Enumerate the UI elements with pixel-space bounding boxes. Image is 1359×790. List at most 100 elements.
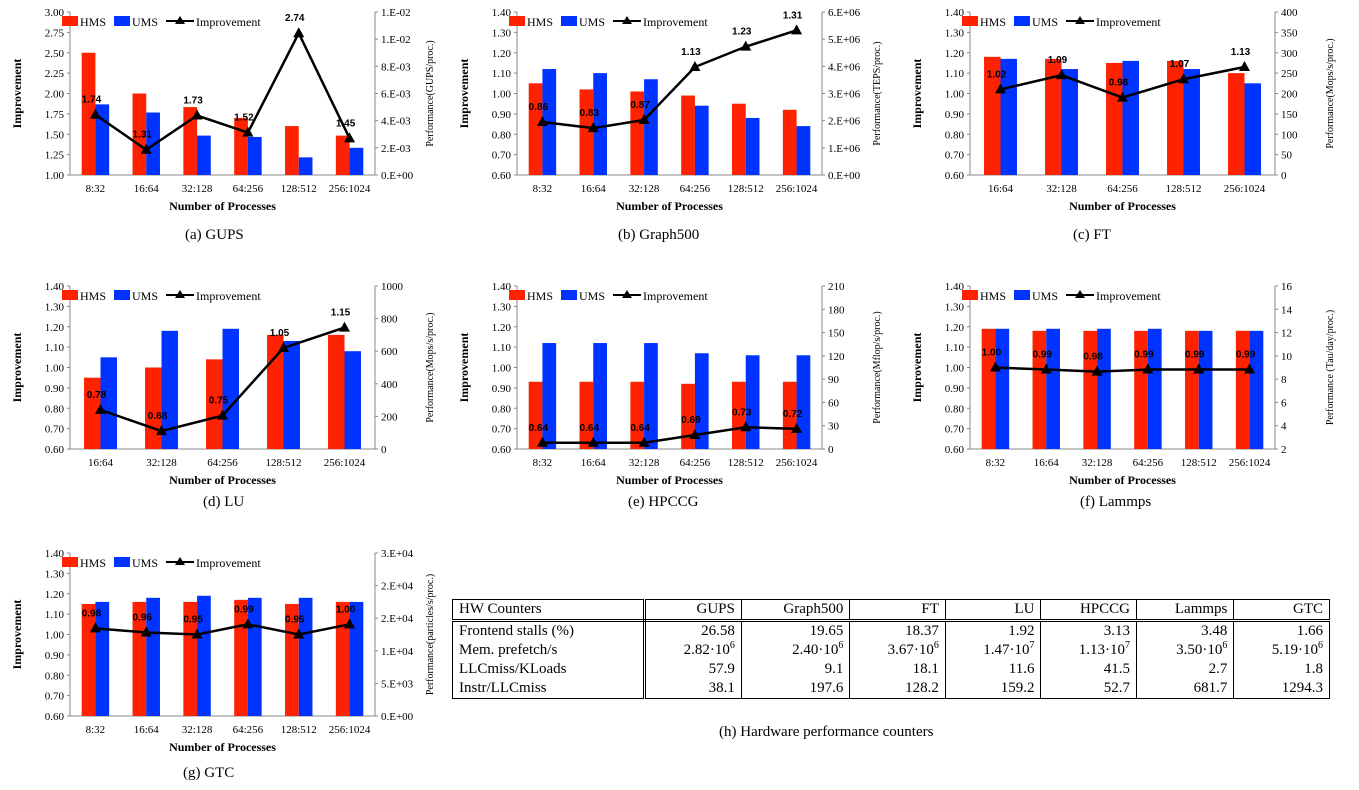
improvement-marker [689,61,701,72]
improvement-data-label: 1.05 [270,328,290,339]
table-cell: 5.19·106 [1233,641,1330,660]
improvement-marker [344,132,356,143]
bar-hms [579,381,594,449]
y-tick-label: 1.30 [45,301,65,313]
y2-tick-label: 120 [828,351,845,363]
bar-hms [1083,330,1098,449]
legend-swatch-hms [62,16,78,26]
x-tick-label: 64:256 [680,183,711,195]
y-axis-title: Improvement [10,59,24,129]
y-tick-label: 1.20 [945,322,965,334]
legend-marker-improvement [175,557,185,565]
legend-swatch-ums [1014,16,1030,26]
y2-tick-label: 1.E-02 [381,7,411,19]
table-cell: 57.9 [643,660,742,679]
y-tick-label: 1.10 [945,68,965,80]
bar-hms [782,109,797,175]
improvement-data-label: 1.13 [681,47,701,58]
y2-tick-label: 4 [1281,421,1287,433]
table-cell: 3.50·106 [1135,641,1234,660]
improvement-data-label: 0.99 [1033,350,1053,361]
legend-label-ums: UMS [579,289,605,303]
bar-hms [81,52,96,175]
chart-svg: 0.60 0.70 0.80 0.90 1.00 1.10 1.20 1.30 1.40 0.E+… [10,548,436,754]
y2-axis-title: Performance(particles/s/proc.) [425,574,436,695]
improvement-marker [1056,69,1067,80]
x-tick-label: 128:512 [265,457,301,469]
improvement-marker [638,436,650,447]
y-tick-label: 0.80 [945,129,965,141]
y2-tick-label: 16 [1281,281,1293,293]
y2-tick-label: 6.E+06 [828,7,861,19]
bar-ums [1147,328,1162,449]
table-header-cell: FT [849,599,946,622]
chart-caption: (c) FT [1073,227,1111,243]
legend-swatch-hms [62,557,78,567]
bar-ums [593,73,607,175]
legend-label-ums: UMS [1032,15,1058,29]
improvement-marker [740,40,752,51]
x-tick-label: 64:256 [207,457,238,469]
table-row: Mem. prefetch/s 2.82·106 2.40·106 3.67·106 1… [452,640,1330,660]
y2-tick-label: 210 [828,281,845,293]
y-tick-label: 0.80 [45,670,65,682]
y-tick-label: 0.80 [945,403,965,415]
y2-tick-label: 4.E-03 [381,116,411,128]
x-tick-label: 128:512 [728,183,764,195]
improvement-data-label: 1.45 [336,118,356,129]
table-cell: 3.13 [1040,620,1137,641]
chart-legend: HMS UMS Improvement [962,289,1161,303]
improvement-data-label: 0.64 [630,423,650,434]
y2-tick-label: 5.E+03 [381,678,414,690]
chart-caption: (f) Lammps [1080,494,1152,510]
improvement-marker [638,113,650,124]
table-header-cell: HPCCG [1040,599,1137,622]
bar-hms [681,95,695,175]
y2-axis-title: Performance(Mops/s/proc.) [1325,38,1336,148]
improvement-data-label: 0.86 [529,102,549,113]
legend-label-hms: HMS [980,289,1006,303]
improvement-line [95,623,350,636]
x-tick-label: 64:256 [1107,183,1138,195]
improvement-marker [293,628,305,639]
x-tick-label: 256:1024 [776,457,818,469]
hw-counters-table: HW Counters GUPS Graph500 FT LU HPCCG Lammps GT… [452,599,1330,699]
bar-hms [328,334,345,449]
x-tick-label: 256:1024 [324,457,366,469]
x-tick-label: 16:64 [134,724,160,736]
x-tick-label: 8:32 [86,183,106,195]
y-tick-label: 1.00 [492,363,512,375]
improvement-data-label: 1.52 [234,113,254,124]
improvement-marker [242,126,254,137]
improvement-data-label: 1.00 [336,604,356,615]
chart-panel: 0.60 0.70 0.80 0.90 1.00 1.10 1.20 1.30 1.40 0 200… [5,278,445,488]
y2-tick-label: 12 [1281,328,1292,340]
table-header-cell: GTC [1233,599,1330,622]
y2-tick-label: 250 [1281,68,1298,80]
bar-ums [247,597,262,716]
improvement-marker [989,361,1001,372]
table-cell: 11.6 [944,660,1041,679]
x-tick-label: 8:32 [533,457,553,469]
bar-hms [206,359,223,449]
table-cell: 52.7 [1040,679,1137,699]
x-axis-title: Number of Processes [169,473,276,487]
y2-tick-label: 3.E+06 [828,89,861,101]
x-tick-label: 16:64 [581,457,607,469]
improvement-data-label: 0.87 [630,100,650,111]
improvement-data-label: 1.07 [1170,59,1190,70]
bar-hms [1106,62,1123,175]
improvement-data-label: 0.78 [87,390,107,401]
y2-tick-label: 1.E+04 [381,646,414,658]
y-tick-label: 1.10 [945,342,965,354]
table-cell: 197.6 [740,679,850,699]
y2-axis-title: Performance(GUPS/proc.) [425,40,436,146]
bar-hms [183,107,198,175]
y-tick-label: 1.30 [945,27,965,39]
improvement-marker [293,27,305,38]
exponent: 7 [1124,640,1130,651]
improvement-marker [89,108,101,119]
y2-tick-label: 150 [1281,109,1298,121]
y-tick-label: 0.80 [45,403,65,415]
x-tick-label: 8:32 [533,183,553,195]
